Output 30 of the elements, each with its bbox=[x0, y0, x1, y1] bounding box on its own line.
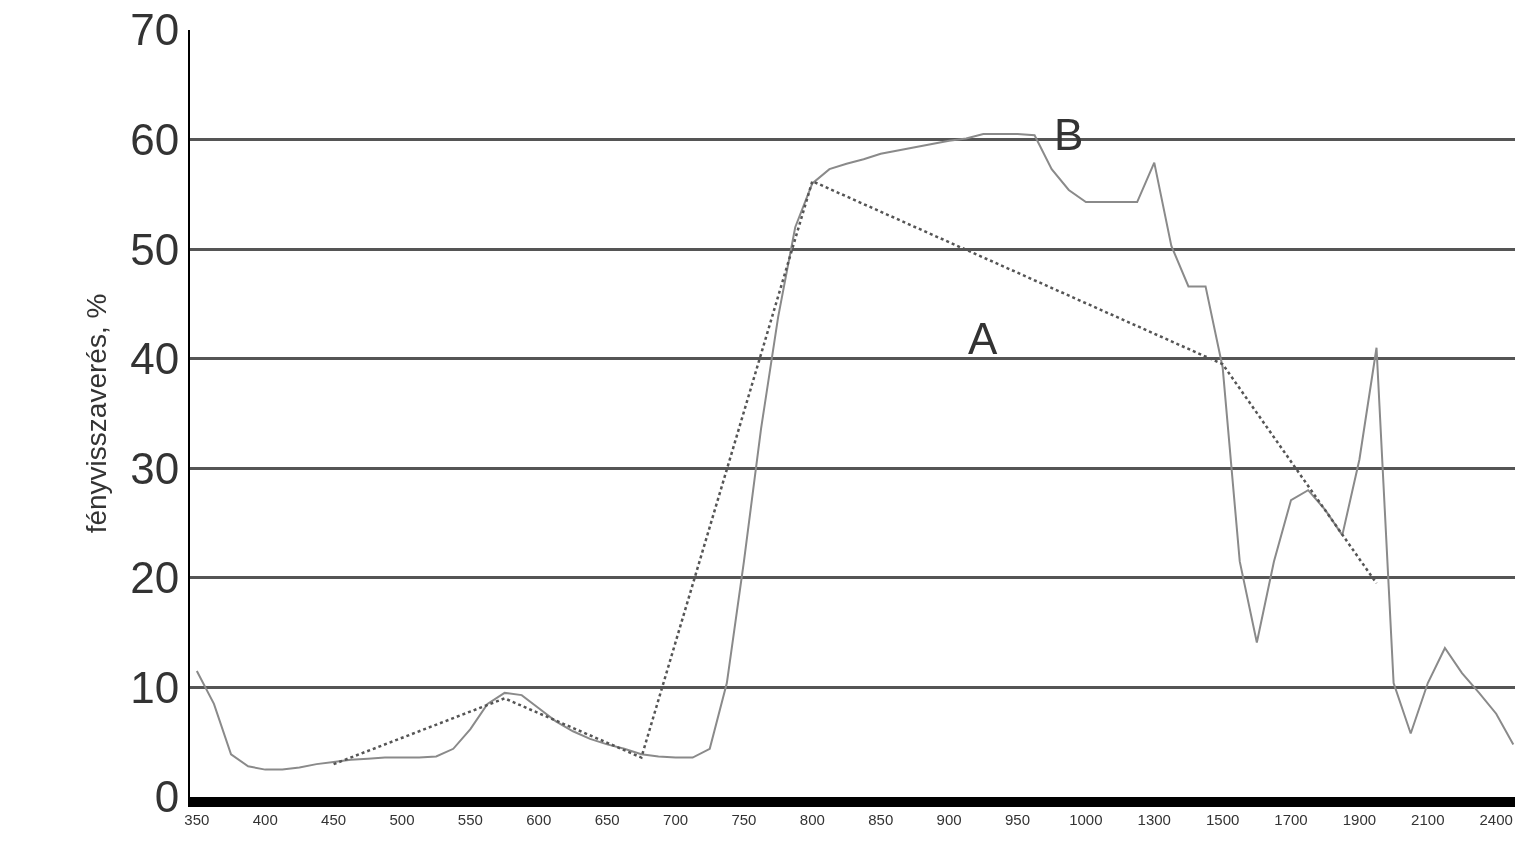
x-tick-label: 500 bbox=[389, 811, 415, 828]
y-tick-label: 70 bbox=[130, 5, 180, 55]
y-tick-label: 40 bbox=[130, 334, 180, 384]
y-axis-title: fényvisszaverés, % bbox=[81, 293, 113, 534]
x-tick-label: 1300 bbox=[1137, 811, 1171, 828]
y-tick-label: 0 bbox=[154, 772, 180, 822]
y-tick-label: 30 bbox=[130, 443, 180, 493]
x-tick-label: 2400 bbox=[1479, 811, 1513, 828]
series-label: A bbox=[968, 314, 998, 363]
x-tick-label: 2100 bbox=[1411, 811, 1445, 828]
y-tick-label: 50 bbox=[130, 224, 180, 274]
x-tick-label: 950 bbox=[1004, 811, 1030, 828]
y-tick-label: 60 bbox=[130, 114, 180, 164]
x-tick-label: 700 bbox=[663, 811, 689, 828]
y-tick-label: 20 bbox=[130, 553, 180, 603]
x-tick-label: 350 bbox=[184, 811, 210, 828]
x-tick-label: 1500 bbox=[1205, 811, 1240, 828]
x-tick-label: 750 bbox=[731, 811, 757, 828]
x-tick-label: 600 bbox=[526, 811, 552, 828]
x-tick-label: 650 bbox=[594, 811, 620, 828]
x-tick-label: 1900 bbox=[1342, 811, 1377, 828]
x-tick-label: 800 bbox=[799, 811, 825, 828]
x-tick-label: 400 bbox=[252, 811, 278, 828]
y-tick-label: 10 bbox=[130, 662, 180, 712]
x-tick-label: 450 bbox=[321, 811, 347, 828]
x-tick-label: 850 bbox=[868, 811, 894, 828]
x-tick-label: 900 bbox=[936, 811, 962, 828]
x-tick-label: 1000 bbox=[1069, 811, 1103, 828]
x-tick-label: 1700 bbox=[1274, 811, 1308, 828]
x-tick-label: 550 bbox=[457, 811, 483, 828]
